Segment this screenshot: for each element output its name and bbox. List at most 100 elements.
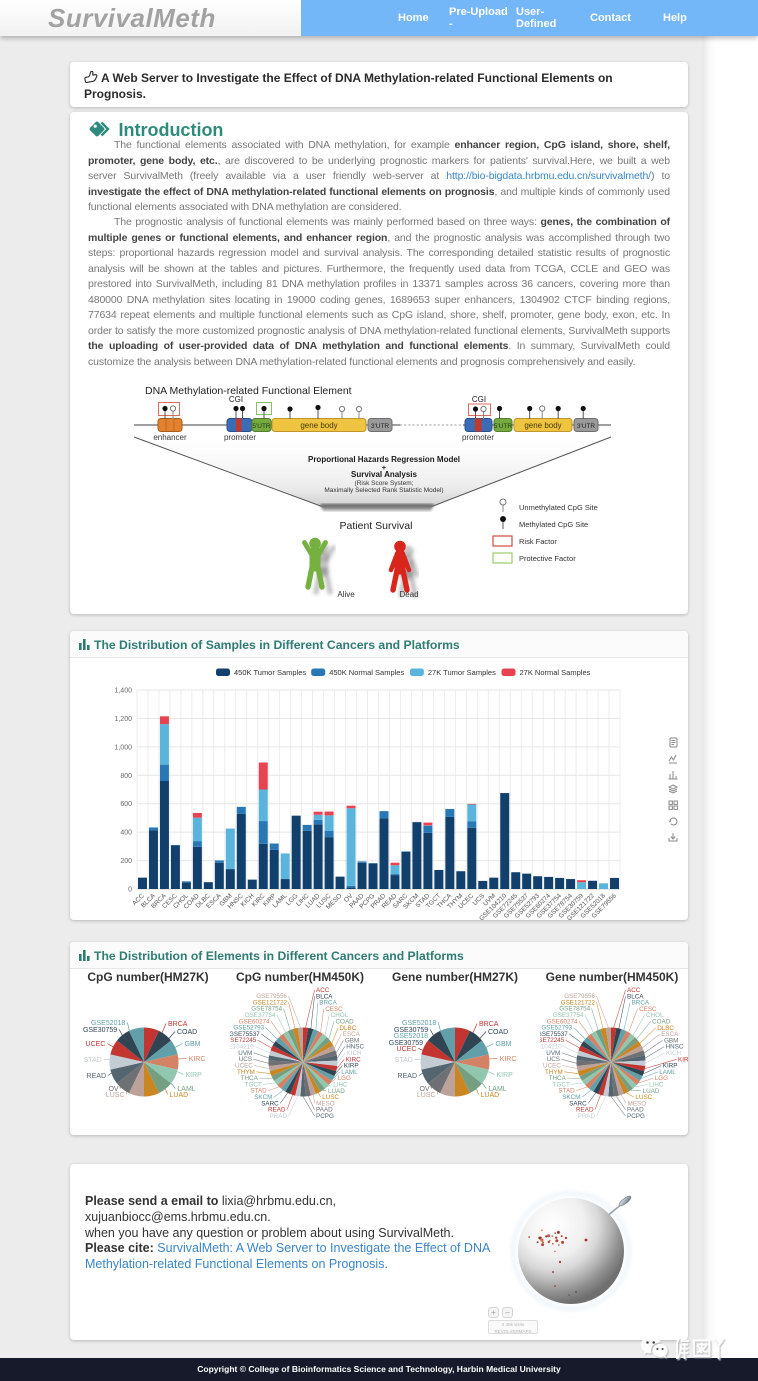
svg-text:LIHC: LIHC (333, 1082, 348, 1089)
svg-text:gene body: gene body (524, 421, 561, 430)
svg-text:READ: READ (576, 1107, 594, 1114)
svg-text:KIRC: KIRC (678, 1056, 688, 1063)
svg-text:UCEC: UCEC (235, 1063, 253, 1070)
svg-text:5'UTR: 5'UTR (494, 423, 513, 430)
svg-text:1,200: 1,200 (114, 716, 132, 723)
svg-text:400: 400 (120, 830, 132, 837)
svg-text:PRAD: PRAD (270, 1113, 288, 1120)
svg-text:LIHC: LIHC (649, 1082, 664, 1089)
svg-text:GSE78754: GSE78754 (251, 1006, 282, 1013)
svg-text:3'UTR: 3'UTR (577, 423, 596, 430)
svg-text:GBM: GBM (185, 1041, 201, 1048)
svg-text:GSE78754: GSE78754 (559, 1006, 590, 1013)
svg-text:READ: READ (87, 1073, 106, 1080)
svg-text:PRAD: PRAD (578, 1113, 596, 1120)
svg-text:COAD: COAD (488, 1029, 508, 1036)
svg-text:STAD: STAD (558, 1088, 575, 1095)
svg-text:Methylated CpG Site: Methylated CpG Site (519, 520, 588, 529)
svg-text:Gene number(HM450K): Gene number(HM450K) (546, 970, 679, 984)
svg-text:Maximally Selected Rank Statis: Maximally Selected Rank Statistic Model) (324, 487, 443, 494)
svg-text:UCS: UCS (547, 1056, 560, 1063)
svg-text:GSE104210: GSE104210 (230, 1044, 254, 1051)
svg-text:3'UTR: 3'UTR (371, 423, 390, 430)
svg-text:DLBC: DLBC (657, 1025, 674, 1032)
svg-text:1,400: 1,400 (114, 688, 132, 695)
svg-text:READ: READ (398, 1073, 417, 1080)
svg-text:READ: READ (268, 1107, 286, 1114)
svg-text:ACC: ACC (627, 987, 641, 994)
svg-text:UCEC: UCEC (86, 1041, 106, 1048)
svg-text:KICH: KICH (347, 1050, 362, 1057)
svg-text:LGG: LGG (338, 1075, 351, 1082)
svg-text:TGCT: TGCT (553, 1081, 570, 1088)
svg-text:UVM: UVM (546, 1050, 560, 1057)
svg-text:SARC: SARC (261, 1100, 279, 1107)
svg-text:BRCA: BRCA (632, 1000, 650, 1007)
svg-text:GBM: GBM (496, 1041, 512, 1048)
svg-text:BRCA: BRCA (479, 1021, 499, 1028)
svg-text:KIRP: KIRP (497, 1072, 514, 1079)
svg-text:SKCM: SKCM (254, 1094, 272, 1101)
svg-text:GSE121722: GSE121722 (253, 999, 288, 1006)
svg-text:KIRP: KIRP (663, 1063, 678, 1070)
svg-text:UCEC: UCEC (397, 1046, 417, 1053)
svg-text:GSE60274: GSE60274 (239, 1018, 270, 1025)
svg-text:GSE52793: GSE52793 (541, 1025, 572, 1032)
svg-text:Unmethylated CpG Site: Unmethylated CpG Site (519, 503, 598, 512)
svg-text:PCPG: PCPG (627, 1113, 645, 1120)
svg-text:COAD: COAD (652, 1019, 671, 1026)
svg-text:THCA: THCA (549, 1075, 567, 1082)
svg-text:SKCM: SKCM (562, 1094, 580, 1101)
svg-text:Gene number(HM27K): Gene number(HM27K) (392, 970, 518, 984)
svg-text:CHOL: CHOL (646, 1012, 664, 1019)
svg-text:THYM: THYM (237, 1069, 255, 1076)
svg-text:450K Tumor Samples: 450K Tumor Samples (234, 668, 306, 677)
svg-text:450K Normal Samples: 450K Normal Samples (329, 668, 404, 677)
svg-text:27K Normal Samples: 27K Normal Samples (520, 668, 591, 677)
svg-text:CGI: CGI (472, 395, 486, 404)
svg-text:PCPG: PCPG (316, 1113, 334, 1120)
svg-text:GSE37754: GSE37754 (553, 1012, 584, 1019)
svg-text:Patient Survival: Patient Survival (340, 520, 413, 532)
svg-text:KICH: KICH (666, 1050, 681, 1057)
svg-text:LUAD: LUAD (481, 1092, 500, 1099)
svg-text:CpG number(HM27K): CpG number(HM27K) (87, 970, 208, 984)
svg-text:Risk Factor: Risk Factor (519, 537, 557, 546)
svg-text:GSE104210: GSE104210 (540, 1044, 562, 1051)
svg-text:BRCA: BRCA (319, 1000, 337, 1007)
svg-text:PAAD: PAAD (627, 1107, 644, 1114)
svg-text:(Risk Score System;: (Risk Score System; (355, 480, 414, 487)
svg-text:600: 600 (120, 801, 132, 808)
svg-text:LUSC: LUSC (417, 1092, 436, 1099)
svg-text:BLCA: BLCA (316, 993, 333, 1000)
svg-text:Proportional Hazards Regressio: Proportional Hazards Regression Model (308, 455, 460, 464)
svg-text:GBM: GBM (664, 1037, 678, 1044)
svg-text:STAD: STAD (84, 1057, 102, 1064)
svg-text:LUAD: LUAD (643, 1088, 660, 1095)
svg-text:KIRC: KIRC (189, 1056, 206, 1063)
svg-text:GSE72245: GSE72245 (540, 1037, 565, 1044)
svg-text:GSE30759: GSE30759 (394, 1027, 428, 1034)
svg-text:TGCT: TGCT (245, 1081, 262, 1088)
svg-text:GBM: GBM (345, 1037, 359, 1044)
svg-text:HNSC: HNSC (346, 1044, 364, 1051)
svg-text:GSE75537: GSE75537 (540, 1031, 568, 1038)
svg-text:ESCA: ESCA (343, 1031, 361, 1038)
svg-text:CESC: CESC (639, 1006, 657, 1013)
svg-text:GSE75537: GSE75537 (230, 1031, 260, 1038)
svg-text:COAD: COAD (177, 1029, 197, 1036)
svg-text:DNA Methylation-related Functi: DNA Methylation-related Functional Eleme… (145, 385, 352, 397)
svg-text:KIRC: KIRC (346, 1056, 361, 1063)
svg-text:LUAD: LUAD (170, 1092, 189, 1099)
svg-text:STAD: STAD (250, 1088, 267, 1095)
svg-text:GSE52018: GSE52018 (91, 1020, 125, 1027)
svg-text:5'UTR: 5'UTR (252, 423, 271, 430)
svg-text:ACC: ACC (316, 987, 330, 994)
svg-text:800: 800 (120, 773, 132, 780)
svg-text:0: 0 (128, 887, 132, 894)
svg-text:LUAD: LUAD (328, 1088, 345, 1095)
svg-text:BRCA: BRCA (168, 1021, 188, 1028)
svg-text:27K Tumor Samples: 27K Tumor Samples (428, 668, 496, 677)
svg-text:OV: OV (108, 1086, 118, 1093)
svg-text:THYM: THYM (545, 1069, 563, 1076)
